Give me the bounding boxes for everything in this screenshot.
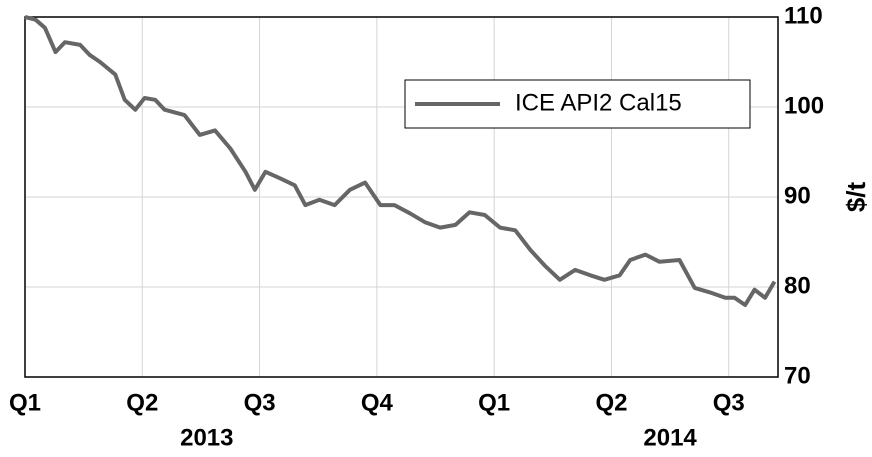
y-tick-label: 80	[784, 272, 811, 299]
x-tick-label: Q4	[361, 389, 394, 416]
x-group-label: 2013	[180, 424, 233, 451]
y-tick-label: 90	[784, 182, 811, 209]
x-group-label: 2014	[643, 424, 697, 451]
x-tick-label: Q3	[244, 389, 276, 416]
plot-border	[24, 16, 779, 378]
x-tick-label: Q3	[713, 389, 745, 416]
line-series	[24, 15, 777, 307]
y-tick-label: 110	[784, 2, 823, 29]
x-tick-label: Q2	[126, 389, 158, 416]
x-tick-label: Q1	[9, 389, 41, 416]
y-axis-label: $/t	[841, 181, 871, 212]
legend-label: ICE API2 Cal15	[515, 89, 682, 116]
x-tick-label: Q1	[478, 389, 510, 416]
x-tick-label: Q2	[595, 389, 627, 416]
y-tick-label: 100	[784, 92, 824, 119]
y-tick-label: 70	[784, 362, 811, 389]
